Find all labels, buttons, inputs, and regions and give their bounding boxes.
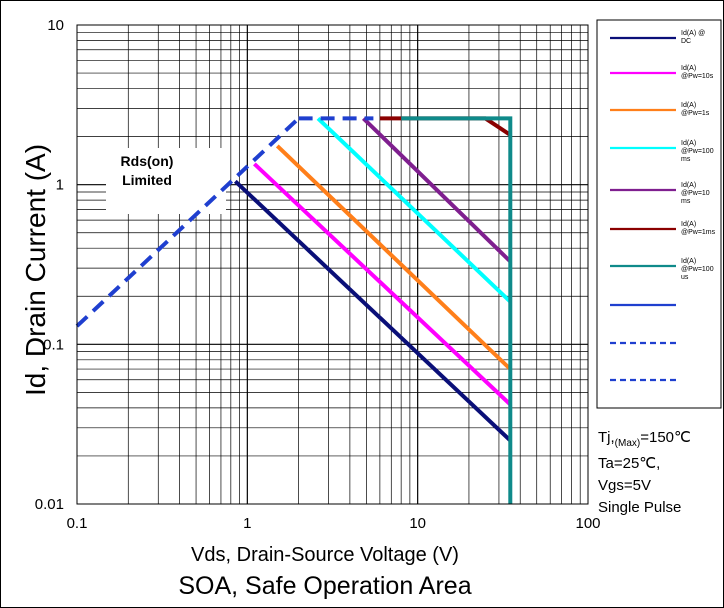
legend-label: us — [681, 274, 689, 281]
series-line-0 — [233, 179, 512, 442]
legend-label: @Pw=100 — [681, 148, 714, 155]
condition-line: Vgs=5V — [598, 477, 651, 494]
legend-label: ms — [681, 156, 691, 163]
x-tick-label: 1 — [243, 515, 251, 532]
x-tick-label: 100 — [575, 515, 600, 532]
series-line-2 — [275, 144, 512, 371]
legend-label: Id(A) — [681, 182, 696, 189]
series-line-5 — [379, 116, 512, 137]
test-conditions: Tj,(Max)=150℃ Ta=25℃, Vgs=5V Single Pulse — [598, 429, 691, 516]
legend-label: Id(A) @ — [681, 30, 705, 37]
legend-label: @Pw=1s — [681, 110, 710, 117]
legend-label: Id(A) — [681, 258, 696, 265]
legend-label: @Pw=10s — [681, 73, 714, 80]
y-tick-label: 10 — [47, 17, 64, 34]
y-tick-label: 1 — [56, 177, 64, 194]
y-tick-label: 0.01 — [35, 496, 64, 513]
y-tick-label: 0.1 — [43, 336, 64, 353]
legend: Id(A) @DCId(A)@Pw=10sId(A)@Pw=1sId(A)@Pw… — [596, 19, 722, 409]
annotation-text: Rds(on) — [121, 153, 174, 169]
legend-label: ms — [681, 198, 691, 205]
condition-line: Tj,(Max)=150℃ — [598, 429, 691, 449]
plot-border — [76, 24, 589, 505]
x-tick-label: 0.1 — [67, 515, 88, 532]
legend-label: Id(A) — [681, 221, 696, 228]
legend-label: Id(A) — [681, 65, 696, 72]
legend-label: Id(A) — [681, 140, 696, 147]
x-tick-label: 10 — [409, 515, 426, 532]
series-line-4 — [362, 116, 512, 263]
rds-on-limit-line — [75, 116, 300, 328]
legend-label: @Pw=1ms — [681, 229, 716, 236]
legend-box — [596, 19, 722, 409]
annotation-text: Limited — [122, 172, 172, 188]
chart-title: SOA, Safe Operation Area — [178, 572, 471, 600]
y-axis-label: Id, Drain Current (A) — [20, 144, 51, 396]
legend-label: @Pw=10 — [681, 190, 710, 197]
condition-line: Single Pulse — [598, 499, 681, 516]
series-layer — [75, 116, 513, 504]
legend-label: Id(A) — [681, 102, 696, 109]
series-line-1 — [253, 162, 512, 406]
series-line-6 — [401, 116, 513, 504]
legend-label: DC — [681, 38, 691, 45]
grid — [77, 25, 588, 504]
condition-line: Ta=25℃, — [598, 455, 660, 472]
x-axis-label: Vds, Drain-Source Voltage (V) — [191, 544, 459, 566]
series-line-3 — [316, 116, 512, 304]
legend-label: @Pw=100 — [681, 266, 714, 273]
